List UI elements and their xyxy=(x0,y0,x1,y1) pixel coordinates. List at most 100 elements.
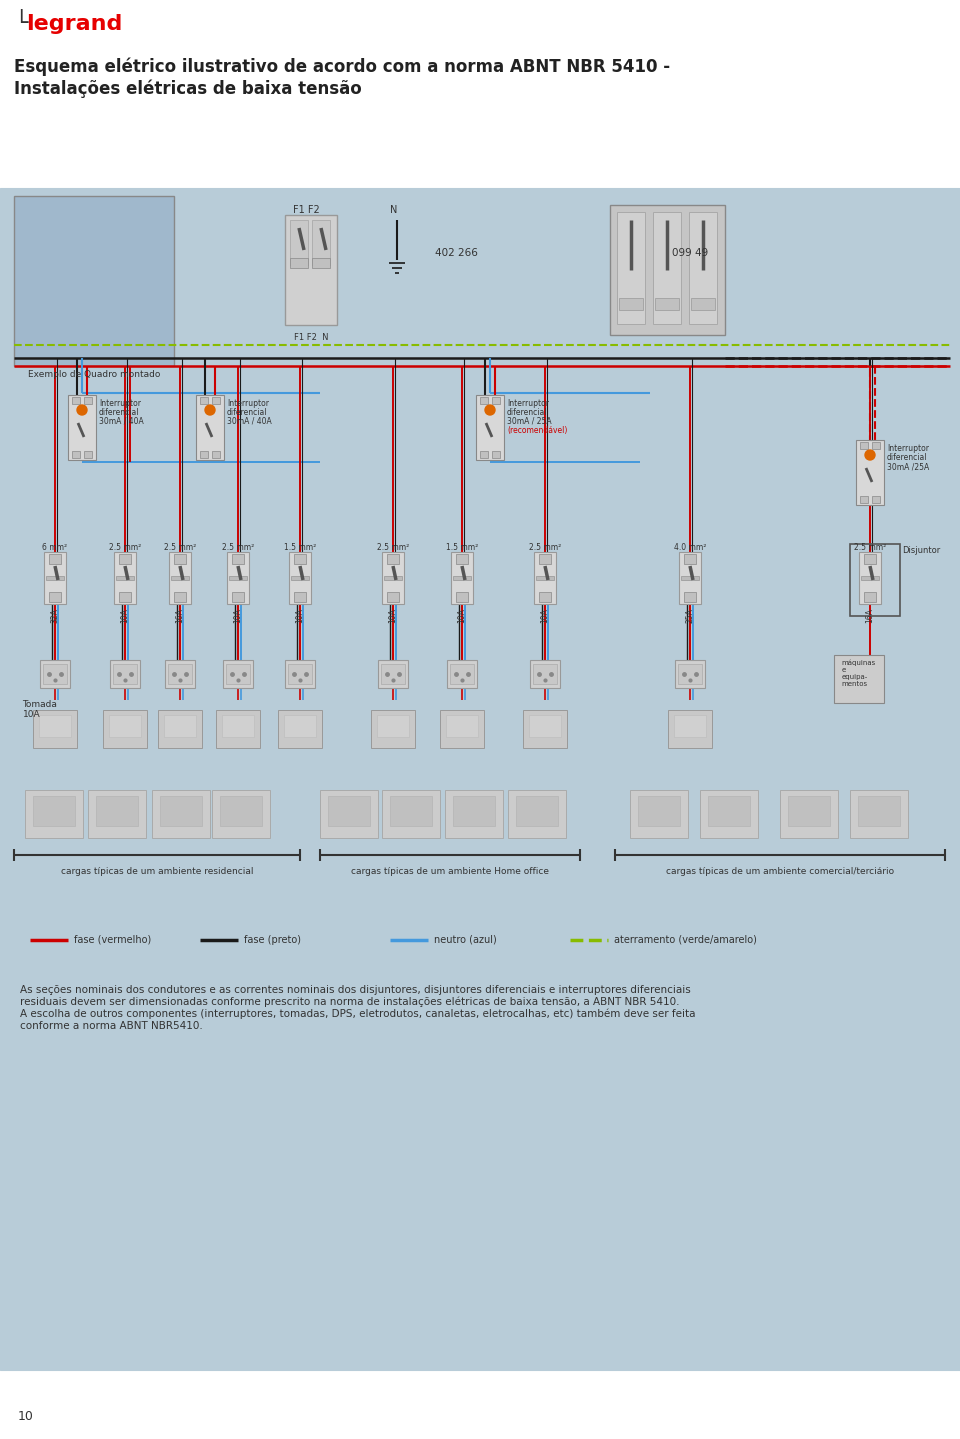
Text: 30mA / 40A: 30mA / 40A xyxy=(227,417,272,426)
Bar xyxy=(229,576,247,580)
Text: 2.5 mm²: 2.5 mm² xyxy=(853,543,886,553)
Bar xyxy=(476,394,504,460)
Bar xyxy=(96,796,138,826)
Bar xyxy=(168,663,192,684)
Bar xyxy=(39,263,58,282)
Bar xyxy=(39,283,58,304)
Text: 10A: 10A xyxy=(233,609,243,623)
Text: 099 49: 099 49 xyxy=(672,248,708,258)
Circle shape xyxy=(205,404,215,414)
Bar xyxy=(675,661,705,688)
Bar xyxy=(212,450,220,458)
Bar xyxy=(684,591,696,602)
Text: 2.5 mm²: 2.5 mm² xyxy=(377,543,409,553)
Bar xyxy=(39,327,58,345)
Bar xyxy=(226,663,250,684)
Bar xyxy=(619,298,643,309)
Bar xyxy=(169,553,191,604)
Bar xyxy=(861,576,879,580)
Bar xyxy=(539,554,551,564)
Bar xyxy=(43,663,67,684)
Bar xyxy=(49,554,61,564)
Bar xyxy=(610,204,725,335)
Bar xyxy=(377,715,409,737)
Bar xyxy=(60,327,79,345)
Text: 30mA / 40A: 30mA / 40A xyxy=(99,417,144,426)
Bar xyxy=(84,397,92,404)
Bar xyxy=(668,709,712,748)
Bar xyxy=(212,790,270,837)
Bar xyxy=(44,553,66,604)
Text: 10: 10 xyxy=(18,1410,34,1423)
Bar xyxy=(378,661,408,688)
Bar xyxy=(200,397,208,404)
Bar xyxy=(834,655,884,704)
Bar xyxy=(18,242,37,260)
Bar xyxy=(81,327,100,345)
Bar xyxy=(864,554,876,564)
Bar xyxy=(110,661,140,688)
Bar xyxy=(18,327,37,345)
Text: cargas típicas de um ambiente residencial: cargas típicas de um ambiente residencia… xyxy=(60,868,253,876)
Bar xyxy=(456,554,468,564)
Circle shape xyxy=(77,404,87,414)
Bar xyxy=(160,796,202,826)
Bar xyxy=(144,242,163,260)
Bar xyxy=(700,790,758,837)
Bar xyxy=(220,796,262,826)
Bar xyxy=(681,576,699,580)
Bar xyxy=(536,576,554,580)
Bar xyxy=(232,591,244,602)
Text: As seções nominais dos condutores e as correntes nominais dos disjuntores, disju: As seções nominais dos condutores e as c… xyxy=(20,986,695,1030)
Bar xyxy=(450,663,474,684)
Bar xyxy=(382,553,404,604)
Bar xyxy=(530,661,560,688)
Bar xyxy=(492,397,500,404)
Bar xyxy=(223,661,253,688)
Bar xyxy=(684,554,696,564)
Bar xyxy=(119,554,131,564)
Bar xyxy=(60,283,79,304)
Bar xyxy=(523,709,567,748)
Text: cargas típicas de um ambiente Home office: cargas típicas de um ambiente Home offic… xyxy=(351,868,549,876)
Bar xyxy=(102,263,121,282)
Text: Esquema elétrico ilustrativo de acordo com a norma ABNT NBR 5410 -: Esquema elétrico ilustrativo de acordo c… xyxy=(14,58,670,76)
Bar xyxy=(39,200,58,219)
Text: Tomada
10A: Tomada 10A xyxy=(23,699,58,720)
Bar xyxy=(123,305,142,324)
Bar xyxy=(850,544,900,616)
Bar xyxy=(859,553,881,604)
Bar xyxy=(152,790,210,837)
Bar xyxy=(39,305,58,324)
Text: Interruptor: Interruptor xyxy=(227,399,269,409)
Bar xyxy=(0,189,960,908)
Text: diferencial: diferencial xyxy=(887,453,927,462)
Text: máquinas
e
equipa-
mentos: máquinas e equipa- mentos xyxy=(842,659,876,686)
Bar xyxy=(447,661,477,688)
Bar xyxy=(103,709,147,748)
Text: N: N xyxy=(390,204,397,214)
Bar xyxy=(678,663,702,684)
Text: 30mA / 25A: 30mA / 25A xyxy=(507,417,552,426)
Bar xyxy=(165,661,195,688)
Text: 10A: 10A xyxy=(389,609,397,623)
Bar xyxy=(529,715,561,737)
Bar xyxy=(638,796,680,826)
Bar xyxy=(144,283,163,304)
Text: aterramento (verde/amarelo): aterramento (verde/amarelo) xyxy=(614,935,756,945)
Bar xyxy=(294,591,306,602)
Bar xyxy=(102,327,121,345)
Bar xyxy=(382,790,440,837)
Text: diferencial: diferencial xyxy=(99,409,139,417)
Bar xyxy=(508,790,566,837)
Bar xyxy=(290,258,308,268)
Text: F1 F2  N: F1 F2 N xyxy=(294,332,328,342)
Bar xyxy=(81,200,100,219)
Text: 16A: 16A xyxy=(176,609,184,623)
Bar xyxy=(174,554,186,564)
Bar xyxy=(144,263,163,282)
Text: fase (vermelho): fase (vermelho) xyxy=(74,935,152,945)
Bar xyxy=(653,212,681,324)
Bar xyxy=(18,305,37,324)
Bar xyxy=(14,196,174,366)
